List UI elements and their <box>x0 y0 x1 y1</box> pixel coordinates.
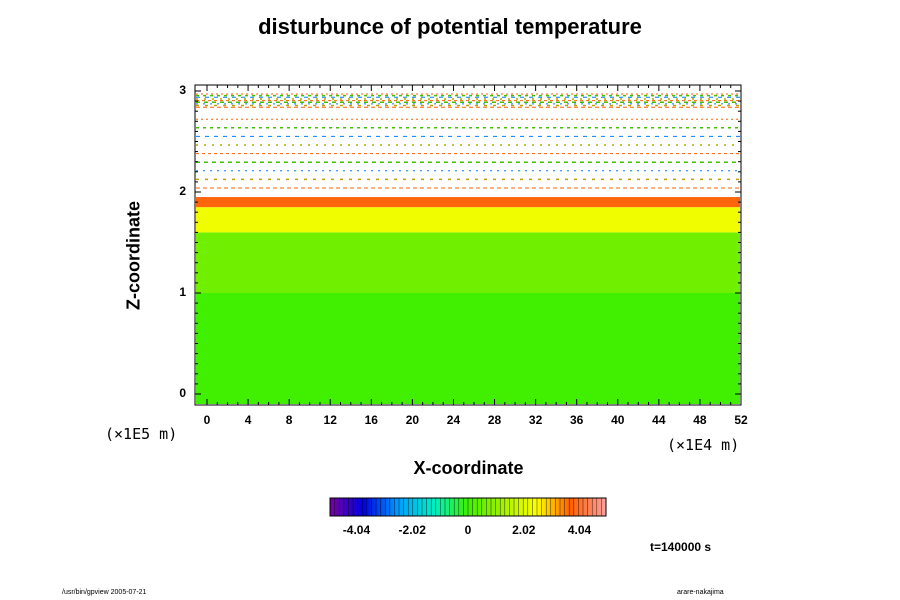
y-axis-label: Z-coordinate <box>123 201 144 311</box>
x-tick-label: 36 <box>570 413 584 427</box>
field-band-2 <box>196 207 740 233</box>
field-band-1 <box>196 232 740 293</box>
y-axis-unit: (×1E5 m) <box>105 425 178 443</box>
y-tick-label: 1 <box>179 285 186 299</box>
plot-frame <box>194 84 742 406</box>
x-tick-label: 0 <box>203 413 211 427</box>
field-band-3 <box>196 197 740 208</box>
x-axis-label: X-coordinate <box>413 458 524 478</box>
y-tick-label: 3 <box>179 83 186 97</box>
x-tick-label: 44 <box>652 413 666 427</box>
x-tick-label: 28 <box>487 413 502 427</box>
footer-right: arare-nakajima <box>677 589 724 596</box>
chart-title: disturbunce of potential temperature <box>258 14 642 39</box>
field-band-0 <box>196 293 740 394</box>
x-tick-label: 8 <box>285 413 293 427</box>
x-tick-label: 52 <box>734 413 748 427</box>
x-tick-label: 20 <box>405 413 420 427</box>
x-tick-label: 40 <box>611 413 625 427</box>
colorbar-tick-label: 2.02 <box>512 523 536 537</box>
x-axis-unit: (×1E4 m) <box>667 436 740 454</box>
colorbar-tick-label: -4.04 <box>342 523 371 537</box>
y-tick-label: 2 <box>179 184 186 198</box>
y-tick-label: 0 <box>179 386 186 400</box>
plot-border <box>194 84 742 406</box>
colorbar <box>329 497 607 517</box>
x-tick-label: 16 <box>364 413 378 427</box>
footer-left: /usr/bin/gpview 2005-07-21 <box>62 589 147 596</box>
field-band-bottom <box>196 394 740 404</box>
x-tick-label: 4 <box>244 413 252 427</box>
colorbar-tick-label: -2.02 <box>398 523 426 537</box>
field-band-4 <box>196 111 740 192</box>
x-tick-label: 32 <box>528 413 543 427</box>
x-tick-label: 12 <box>323 413 337 427</box>
time-label: t=140000 s <box>650 540 712 554</box>
x-tick-label: 48 <box>693 413 707 427</box>
x-tick-label: 24 <box>446 413 461 427</box>
colorbar-tick-label: 4.04 <box>567 523 592 537</box>
heatmap-field <box>196 86 740 404</box>
colorbar-tick-label: 0 <box>464 523 472 537</box>
